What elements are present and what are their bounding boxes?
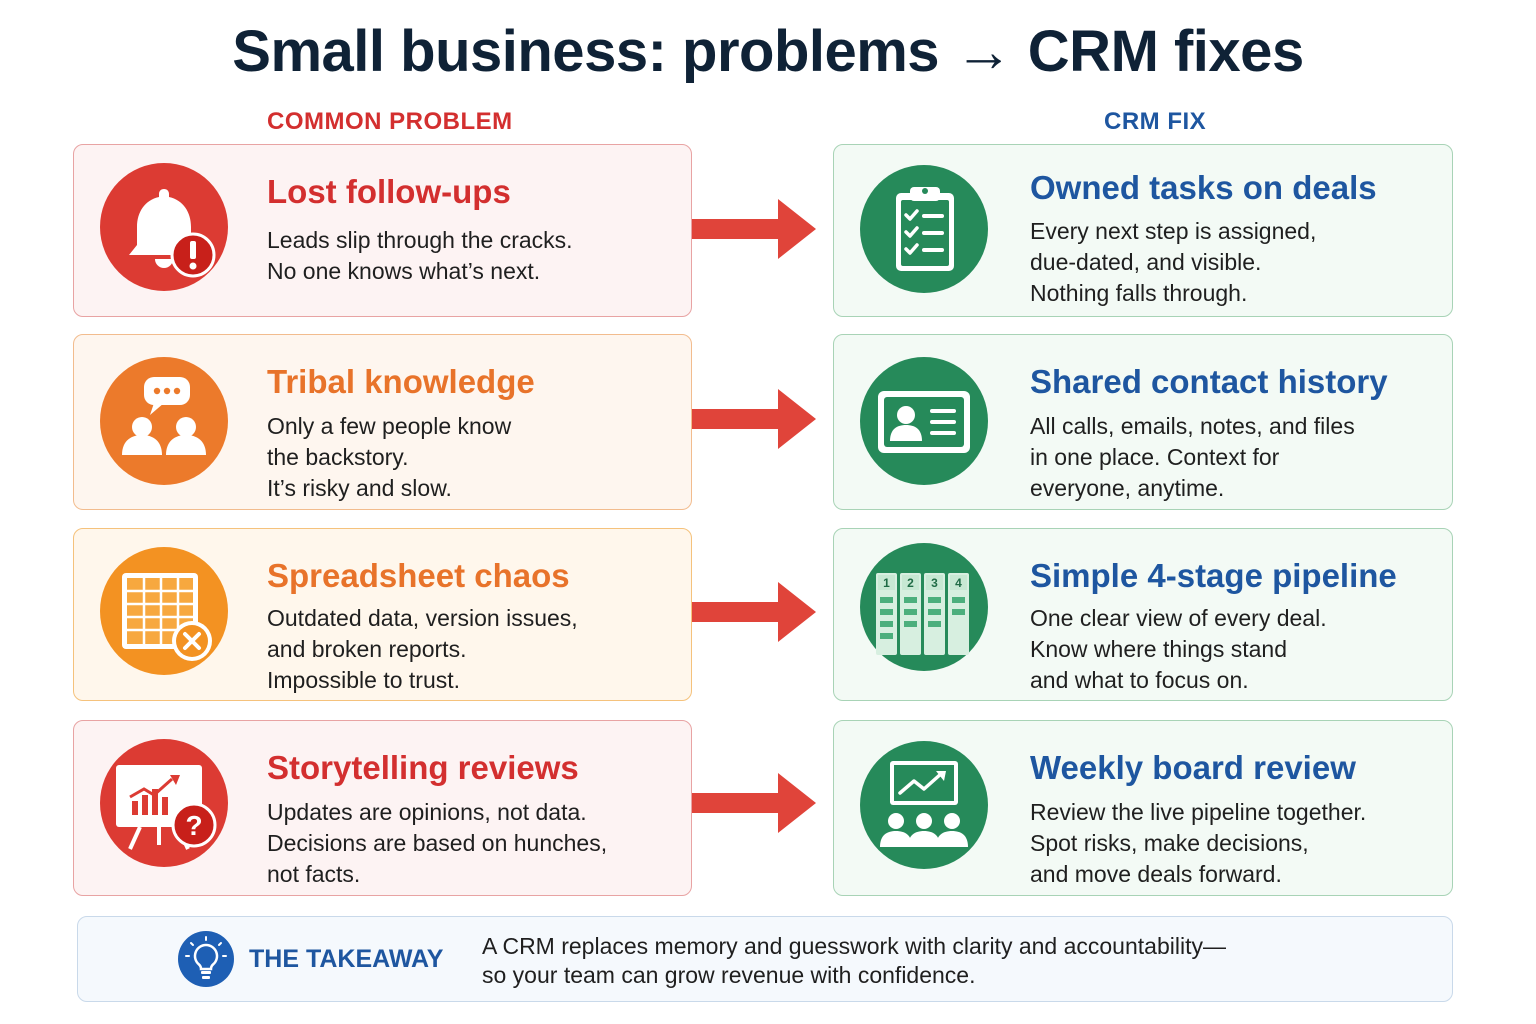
fix-text-line: One clear view of every deal.	[1030, 605, 1327, 631]
problem-text-line: Only a few people know	[267, 413, 512, 439]
fix-text-line: in one place. Context for	[1030, 444, 1280, 470]
fix-title: Weekly board review	[1030, 749, 1356, 786]
contact-card-icon	[860, 357, 988, 485]
stage-label-2: 2	[907, 576, 914, 590]
problem-title: Storytelling reviews	[267, 749, 579, 786]
fix-text-line: Know where things stand	[1030, 636, 1287, 662]
column-header-problem: COMMON PROBLEM	[267, 108, 513, 135]
problem-text-line: Outdated data, version issues,	[267, 605, 578, 631]
problem-text-line: Impossible to trust.	[267, 667, 461, 693]
stage-label-1: 1	[883, 576, 890, 590]
fix-text-line: due-dated, and visible.	[1030, 249, 1262, 275]
fix-title: Simple 4-stage pipeline	[1030, 557, 1397, 594]
arrow-icon	[692, 773, 816, 833]
fix-text-line: Nothing falls through.	[1030, 280, 1248, 306]
presentation-question-icon: ?	[100, 739, 228, 867]
fix-text-line: everyone, anytime.	[1030, 475, 1225, 501]
problem-card-lost-follow-ups: Lost follow-ups Leads slip through the c…	[73, 144, 692, 317]
problem-title: Tribal knowledge	[267, 363, 535, 400]
fix-card-weekly-board-review: Weekly board review Review the live pipe…	[833, 720, 1453, 896]
team-meeting-icon	[860, 741, 988, 869]
fix-card-shared-contact-history: Shared contact history All calls, emails…	[833, 334, 1453, 510]
problem-text-line: Decisions are based on hunches,	[267, 830, 608, 856]
fix-text-line: Review the live pipeline together.	[1030, 799, 1367, 825]
problem-text-line: No one knows what’s next.	[267, 258, 541, 284]
stage-label-4: 4	[955, 576, 962, 590]
takeaway-text-line: so your team can grow revenue with confi…	[482, 962, 976, 988]
fix-card-pipeline: 1 2 3 4 Simple 4-stage pipeline One clea…	[833, 528, 1453, 701]
svg-text:?: ?	[185, 810, 202, 841]
fix-text-line: Spot risks, make decisions,	[1030, 830, 1309, 856]
problem-text-line: and broken reports.	[267, 636, 467, 662]
problem-title: Lost follow-ups	[267, 173, 511, 210]
arrow-icon	[692, 389, 816, 449]
problem-card-tribal-knowledge: Tribal knowledge Only a few people know …	[73, 334, 692, 510]
problem-text-line: the backstory.	[267, 444, 409, 470]
bell-alert-icon	[100, 163, 228, 291]
clipboard-checklist-icon	[860, 165, 988, 293]
fix-title: Shared contact history	[1030, 363, 1388, 400]
lightbulb-icon	[178, 931, 234, 987]
takeaway-label: THE TAKEAWAY	[249, 945, 444, 973]
stage-label-3: 3	[931, 576, 938, 590]
problem-text-line: not facts.	[267, 861, 361, 887]
people-chat-icon	[100, 357, 228, 485]
problem-card-spreadsheet-chaos: Spreadsheet chaos Outdated data, version…	[73, 528, 692, 701]
fix-text-line: Every next step is assigned,	[1030, 218, 1317, 244]
fix-text-line: All calls, emails, notes, and files	[1030, 413, 1355, 439]
problem-title: Spreadsheet chaos	[267, 557, 570, 594]
pipeline-board-icon: 1 2 3 4	[860, 543, 988, 671]
fix-text-line: and move deals forward.	[1030, 861, 1282, 887]
column-header-fix: CRM FIX	[1104, 108, 1207, 135]
arrow-icon	[692, 199, 816, 259]
takeaway-text-line: A CRM replaces memory and guesswork with…	[482, 933, 1226, 959]
fix-card-owned-tasks: Owned tasks on deals Every next step is …	[833, 144, 1453, 317]
problem-card-storytelling-reviews: ? Storytelling reviews Updates are opini…	[73, 720, 692, 896]
fix-title: Owned tasks on deals	[1030, 169, 1377, 206]
takeaway-banner: THE TAKEAWAY A CRM replaces memory and g…	[77, 916, 1453, 1002]
problem-text-line: It’s risky and slow.	[267, 475, 452, 501]
spreadsheet-error-icon	[100, 547, 228, 675]
page-title: Small business: problems → CRM fixes	[232, 19, 1304, 84]
arrow-icon	[692, 582, 816, 642]
problem-text-line: Leads slip through the cracks.	[267, 227, 573, 253]
fix-text-line: and what to focus on.	[1030, 667, 1249, 693]
problem-text-line: Updates are opinions, not data.	[267, 799, 587, 825]
